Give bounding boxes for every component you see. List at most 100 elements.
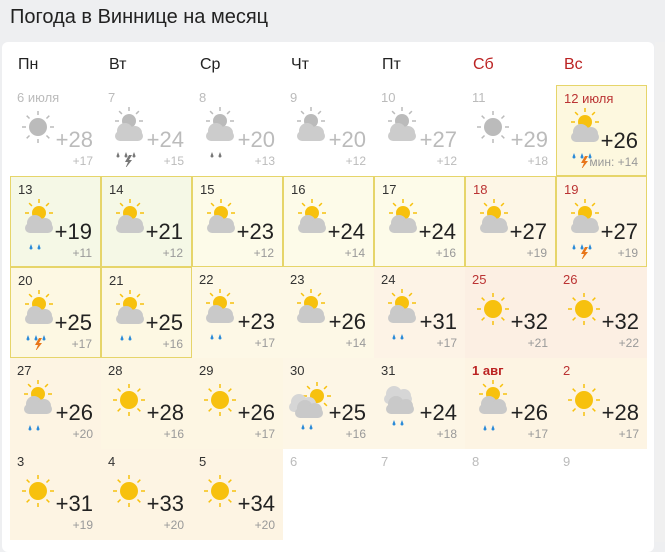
weekday-header: Вс bbox=[564, 56, 583, 73]
day-cell[interactable]: 30 +25 +16 bbox=[283, 358, 374, 449]
weather-partly-rain-icon bbox=[17, 197, 61, 264]
day-cell[interactable]: 29 +26 +17 bbox=[192, 358, 283, 449]
max-temp: +28 bbox=[146, 400, 184, 425]
min-temp: +20 bbox=[72, 427, 93, 441]
day-date: 11 bbox=[472, 90, 486, 105]
max-temp: +19 bbox=[54, 219, 92, 244]
day-cell[interactable]: 4 +33 +20 bbox=[101, 449, 192, 540]
day-cell[interactable]: 20 +25 +17 bbox=[10, 267, 101, 358]
max-temp: +26 bbox=[237, 400, 275, 425]
min-temp: +11 bbox=[72, 246, 92, 260]
min-temp: мин: +14 bbox=[589, 155, 638, 169]
max-temp: +20 bbox=[328, 127, 366, 152]
day-date: 28 bbox=[108, 363, 123, 378]
min-temp: +17 bbox=[436, 336, 457, 350]
min-temp: +16 bbox=[163, 427, 184, 441]
day-date: 22 bbox=[199, 272, 214, 287]
max-temp: +28 bbox=[55, 127, 93, 152]
day-date: 23 bbox=[290, 272, 305, 287]
day-cell[interactable]: 27 +26 +20 bbox=[10, 358, 101, 449]
day-cell[interactable]: 9 bbox=[556, 449, 647, 540]
weather-partly-icon bbox=[290, 197, 334, 264]
min-temp: +19 bbox=[617, 246, 638, 260]
weather-sun-icon bbox=[471, 287, 515, 354]
day-cell[interactable]: 14 +21 +12 bbox=[101, 176, 192, 267]
day-cell[interactable]: 7 +24 +15 bbox=[101, 85, 192, 176]
weather-sun-icon bbox=[562, 287, 606, 354]
max-temp: +26 bbox=[510, 400, 548, 425]
day-cell[interactable]: 16 +24 +14 bbox=[283, 176, 374, 267]
min-temp: +12 bbox=[253, 246, 274, 260]
day-cell[interactable]: 23 +26 +14 bbox=[283, 267, 374, 358]
max-temp: +25 bbox=[328, 400, 366, 425]
weather-partly-icon bbox=[381, 197, 425, 264]
day-date: 12 июля bbox=[564, 91, 614, 106]
weather-sun-icon bbox=[471, 105, 515, 172]
day-date: 7 bbox=[381, 454, 389, 469]
day-cell[interactable]: 18 +27 +19 bbox=[465, 176, 556, 267]
min-temp: +17 bbox=[71, 337, 92, 351]
scrollbar[interactable] bbox=[655, 42, 665, 542]
day-cell[interactable]: 15 +23 +12 bbox=[192, 176, 283, 267]
min-temp: +18 bbox=[527, 154, 548, 168]
weekday-header: Пт bbox=[382, 56, 401, 73]
day-cell[interactable]: 22 +23 +17 bbox=[192, 267, 283, 358]
weather-sun-icon bbox=[16, 105, 60, 172]
weather-partly-icon bbox=[472, 197, 516, 264]
max-temp: +21 bbox=[145, 219, 183, 244]
day-cell[interactable]: 26 +32 +22 bbox=[556, 267, 647, 358]
min-temp: +17 bbox=[254, 336, 275, 350]
day-cell[interactable]: 17 +24 +16 bbox=[374, 176, 465, 267]
day-cell[interactable]: 19 +27 +19 bbox=[556, 176, 647, 267]
day-cell[interactable]: 8 bbox=[465, 449, 556, 540]
day-date: 30 bbox=[290, 363, 305, 378]
day-date: 5 bbox=[199, 454, 207, 469]
day-date: 27 bbox=[17, 363, 32, 378]
weather-partly-icon bbox=[199, 197, 243, 264]
min-temp: +22 bbox=[618, 336, 639, 350]
min-temp: +12 bbox=[345, 154, 366, 168]
day-date: 19 bbox=[564, 182, 579, 197]
weekday-header: Вт bbox=[109, 56, 127, 73]
min-temp: +12 bbox=[436, 154, 457, 168]
day-cell[interactable]: 31 +24 +18 bbox=[374, 358, 465, 449]
max-temp: +28 bbox=[601, 400, 639, 425]
weekday-header: Ср bbox=[200, 56, 221, 73]
day-cell[interactable]: 11 +29 +18 bbox=[465, 85, 556, 176]
day-cell[interactable]: 13 +19 +11 bbox=[10, 176, 101, 267]
max-temp: +32 bbox=[510, 309, 548, 334]
day-date: 17 bbox=[382, 182, 397, 197]
day-cell[interactable]: 3 +31 +19 bbox=[10, 449, 101, 540]
day-cell[interactable]: 10 +27 +12 bbox=[374, 85, 465, 176]
day-date: 26 bbox=[563, 272, 578, 287]
day-date: 20 bbox=[18, 273, 33, 288]
max-temp: +26 bbox=[600, 128, 638, 153]
day-cell[interactable]: 25 +32 +21 bbox=[465, 267, 556, 358]
weather-sun-icon bbox=[107, 378, 151, 445]
day-cell[interactable]: 7 bbox=[374, 449, 465, 540]
max-temp: +26 bbox=[55, 400, 93, 425]
weather-sun-icon bbox=[198, 469, 242, 536]
min-temp: +19 bbox=[526, 246, 547, 260]
day-cell[interactable]: 9 +20 +12 bbox=[283, 85, 374, 176]
day-cell[interactable]: 21 +25 +16 bbox=[101, 267, 192, 358]
day-cell[interactable]: 2 +28 +17 bbox=[556, 358, 647, 449]
page-title: Погода в Виннице на месяц bbox=[10, 6, 269, 28]
day-cell[interactable]: 24 +31 +17 bbox=[374, 267, 465, 358]
day-cell[interactable]: 28 +28 +16 bbox=[101, 358, 192, 449]
max-temp: +24 bbox=[327, 219, 365, 244]
day-cell[interactable]: 6 bbox=[283, 449, 374, 540]
day-cell[interactable]: 12 июля +26 мин: +14 bbox=[556, 85, 647, 176]
weather-overcast-rain-icon bbox=[380, 378, 424, 445]
day-cell[interactable]: 8 +20 +13 bbox=[192, 85, 283, 176]
day-cell[interactable]: 5 +34 +20 bbox=[192, 449, 283, 540]
day-date: 16 bbox=[291, 182, 306, 197]
day-date: 4 bbox=[108, 454, 116, 469]
max-temp: +29 bbox=[510, 127, 548, 152]
day-date: 8 bbox=[199, 90, 207, 105]
weather-partly-icon bbox=[289, 105, 333, 172]
max-temp: +27 bbox=[419, 127, 457, 152]
day-cell[interactable]: 6 июля +28 +17 bbox=[10, 85, 101, 176]
weather-sun-icon bbox=[198, 378, 242, 445]
day-cell[interactable]: 1 авг +26 +17 bbox=[465, 358, 556, 449]
